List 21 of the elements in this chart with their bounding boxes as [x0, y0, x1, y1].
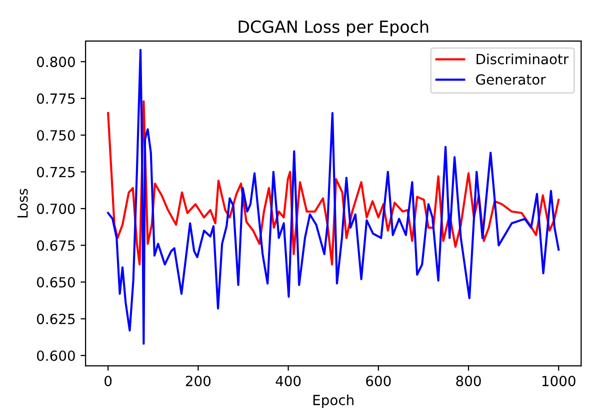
legend-label: Generator [476, 74, 546, 85]
y-tick-label: 0.700 [36, 204, 75, 214]
y-tick-label: 0.750 [36, 130, 75, 141]
line-series [107, 100, 560, 266]
x-tick-label: 1000 [542, 376, 576, 386]
y-tick-label: 0.775 [36, 93, 75, 104]
x-tick-label: 600 [366, 376, 391, 386]
x-tick-label: 0 [104, 376, 112, 386]
y-tick-label: 0.675 [36, 240, 75, 251]
y-axis-title: Loss [17, 188, 28, 218]
y-tick-label: 0.650 [36, 277, 75, 288]
x-tick-label: 800 [456, 376, 481, 386]
legend-label: Discriminaotr [476, 54, 569, 64]
y-tick-label: 0.625 [36, 314, 75, 324]
y-tick-label: 0.725 [36, 166, 75, 178]
x-axis-title: Epoch [313, 394, 354, 408]
y-tick-label: 0.800 [36, 56, 75, 68]
x-tick-label: 400 [276, 376, 301, 386]
y-tick-label: 0.600 [36, 350, 75, 361]
x-tick-label: 200 [186, 376, 211, 386]
chart-title: DCGAN Loss per Epoch [238, 20, 428, 36]
